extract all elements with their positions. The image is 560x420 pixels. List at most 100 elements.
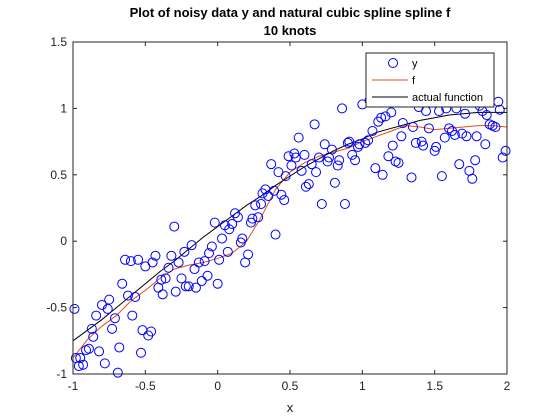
ticks-layer: -1 -0.5 0 0.5 1 1.5 2 -1 -0.5 0 0.5 1 1.5: [46, 35, 510, 393]
data-point-y-139: [423, 123, 434, 134]
data-point-y-35: [157, 289, 168, 300]
data-point-y-89: [296, 165, 307, 176]
data-point-y-127: [393, 157, 404, 168]
x-tick-label: 1: [359, 379, 366, 393]
data-point-y-109: [347, 149, 358, 160]
data-point-y-93: [306, 159, 317, 170]
data-point-y-85: [286, 160, 297, 171]
data-point-y-32: [150, 250, 161, 261]
y-tick-label: 1: [60, 101, 67, 115]
data-point-y-77: [266, 159, 277, 170]
data-point-y-49: [193, 257, 204, 268]
data-point-y-128: [396, 131, 407, 142]
data-point-y-145: [439, 132, 450, 143]
x-tick-label: 0: [214, 379, 221, 393]
data-point-y-42: [176, 273, 187, 284]
data-point-y-132: [406, 172, 417, 183]
data-point-y-94: [309, 119, 320, 130]
data-point-y-61: [224, 224, 235, 235]
data-point-y-65: [235, 237, 246, 248]
data-point-y-90: [299, 149, 310, 160]
data-point-y-18: [114, 342, 125, 353]
x-tick-label: -1: [68, 379, 79, 393]
data-point-y-26: [135, 347, 146, 358]
data-point-y-13: [102, 303, 113, 314]
data-point-y-19: [117, 278, 128, 289]
data-point-y-6: [83, 343, 94, 354]
data-point-y-133: [407, 121, 418, 132]
legend-label-actual-function: actual function: [412, 92, 483, 104]
data-point-y-154: [461, 131, 472, 142]
x-axis-label: x: [287, 400, 294, 415]
data-point-y-50: [196, 276, 207, 287]
data-point-y-54: [206, 241, 217, 252]
data-point-y-105: [337, 103, 348, 114]
legend: y f actual function: [365, 52, 495, 108]
data-point-y-167: [494, 104, 505, 115]
data-point-y-68: [243, 249, 254, 260]
data-point-y-69: [245, 217, 256, 228]
data-point-y-3: [75, 353, 86, 364]
data-point-y-43: [179, 246, 190, 257]
data-point-y-71: [250, 200, 261, 211]
data-point-y-91: [300, 181, 311, 192]
data-point-y-137: [418, 140, 429, 151]
data-point-y-161: [480, 139, 491, 150]
data-point-y-38: [166, 250, 177, 261]
data-point-y-125: [387, 140, 398, 151]
data-point-y-115: [363, 135, 374, 146]
data-point-y-46: [186, 240, 197, 251]
y-tick-label: -1: [56, 367, 67, 381]
data-point-y-55: [209, 217, 220, 228]
data-point-y-162: [481, 110, 492, 121]
data-point-y-52: [202, 270, 213, 281]
data-point-y-110: [350, 155, 361, 166]
data-point-y-103: [332, 160, 343, 171]
legend-label-y: y: [412, 58, 418, 70]
legend-marker-y: [388, 58, 398, 68]
data-point-y-104: [334, 155, 345, 166]
data-point-y-14: [104, 294, 115, 305]
data-point-y-10: [94, 346, 105, 357]
data-point-y-141: [429, 145, 440, 156]
data-point-y-36: [160, 273, 171, 284]
data-point-y-51: [199, 256, 210, 267]
x-tick-label: 2: [504, 379, 511, 393]
data-point-y-101: [326, 144, 337, 155]
data-point-y-17: [112, 367, 123, 378]
data-point-y-92: [303, 179, 314, 190]
data-point-y-121: [377, 169, 388, 180]
data-point-y-147: [444, 123, 455, 134]
data-point-y-34: [156, 274, 167, 285]
data-point-y-156: [467, 173, 478, 184]
data-point-y-112: [354, 139, 365, 150]
data-point-y-44: [180, 281, 191, 292]
data-point-y-40: [170, 286, 181, 297]
data-point-y-134: [410, 137, 421, 148]
data-point-y-102: [329, 177, 340, 188]
x-tick-label: 1.5: [426, 379, 443, 393]
data-point-y-58: [217, 233, 228, 244]
data-point-y-4: [78, 359, 89, 370]
data-point-y-60: [222, 246, 233, 257]
data-point-y-22: [125, 256, 136, 267]
series-line-f: [72, 125, 508, 359]
data-point-y-48: [190, 282, 201, 293]
data-point-y-158: [471, 131, 482, 142]
data-point-y-30: [146, 326, 157, 337]
data-point-y-73: [256, 199, 267, 210]
data-point-y-2: [73, 361, 84, 372]
data-point-y-72: [253, 212, 264, 223]
data-point-y-7: [86, 323, 97, 334]
data-point-y-114: [360, 137, 371, 148]
y-tick-label: -0.5: [46, 301, 67, 315]
data-point-y-64: [232, 212, 243, 223]
data-point-y-66: [237, 233, 248, 244]
data-point-y-57: [214, 254, 225, 265]
legend-label-f: f: [412, 75, 416, 87]
data-point-y-79: [270, 229, 281, 240]
data-point-y-99: [322, 156, 333, 167]
data-point-y-81: [276, 189, 287, 200]
data-point-y-45: [183, 281, 194, 292]
